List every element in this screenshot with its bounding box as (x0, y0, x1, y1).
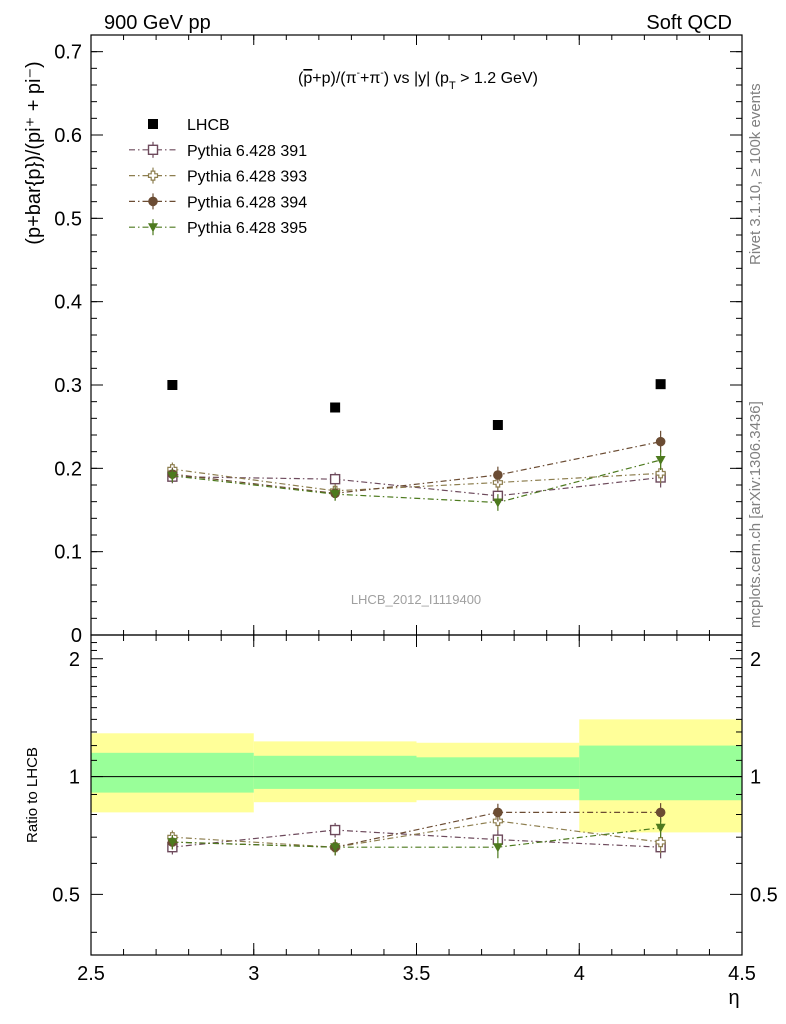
series-point (655, 468, 666, 479)
legend-marker (148, 119, 158, 129)
ratio-point (167, 838, 178, 848)
legend-marker (148, 196, 158, 207)
legend-marker (147, 144, 159, 156)
legend-marker (147, 170, 159, 181)
y-tick-label: 0.7 (54, 42, 82, 64)
series-point (330, 490, 341, 500)
y-tick-label: 0.1 (54, 542, 82, 564)
ratio-point (329, 824, 341, 836)
mcplots-label: mcplots.cern.ch [arXiv:1306.3436] (747, 401, 764, 628)
ratio-point (655, 807, 666, 818)
x-tick-label: 4.5 (728, 963, 756, 985)
ratio-band-green (91, 752, 254, 793)
legend-label: LHCB (187, 117, 230, 134)
series-point (329, 473, 341, 485)
x-tick-label: 2.5 (77, 963, 105, 985)
reference-point (167, 380, 178, 390)
series-point (167, 471, 178, 481)
ratio-tick-label-right: 2 (750, 649, 761, 671)
y-tick-label: 0.4 (54, 292, 82, 314)
ratio-series-line (172, 820, 661, 848)
ratio-tick-label-right: 0.5 (750, 884, 778, 906)
series-line (172, 476, 661, 497)
series-point (655, 456, 666, 465)
ratio-point (493, 807, 503, 818)
x-tick-label: 3.5 (403, 963, 431, 985)
legend-label: Pythia 6.428 395 (187, 220, 307, 237)
series-line (172, 441, 661, 494)
y-tick-label: 0 (71, 625, 82, 647)
ratio-tick-label: 0.5 (52, 884, 80, 906)
reference-point (655, 379, 666, 390)
ratio-series-line (172, 827, 661, 848)
plot-title: (p+p)/(π-+π-) vs |y| (pT > 1.2 GeV) (298, 68, 538, 92)
series-line (172, 468, 661, 492)
ratio-point (655, 823, 666, 833)
y-tick-label: 0.6 (54, 125, 82, 147)
reference-point (330, 402, 341, 413)
ratio-point (492, 843, 503, 853)
legend-marker (148, 223, 158, 233)
series-point (492, 498, 503, 508)
ratio-point (330, 843, 341, 853)
ratio-band-green (253, 755, 417, 789)
series-line (172, 459, 661, 504)
analysis-id: LHCB_2012_I1119400 (351, 592, 481, 607)
ratio-point (655, 837, 666, 848)
x-axis-title: η (728, 987, 739, 1009)
series-point (655, 436, 666, 447)
ratio-series-line (172, 829, 661, 848)
legend-label: Pythia 6.428 391 (187, 143, 307, 160)
ratio-tick-label: 2 (69, 649, 80, 671)
ratio-band-green (579, 745, 742, 801)
y-tick-label: 0.3 (54, 375, 82, 397)
y-tick-label: 0.2 (54, 458, 82, 480)
y-tick-label: 0.5 (54, 208, 82, 230)
reference-point (492, 420, 503, 430)
ratio-band-green (416, 757, 580, 789)
ratio-axis-title: Ratio to LHCB (24, 747, 41, 843)
x-tick-label: 4 (574, 963, 585, 985)
rivet-label: Rivet 3.1.10, ≥ 100k events (747, 83, 764, 265)
legend-label: Pythia 6.428 394 (187, 194, 307, 211)
legend-label: Pythia 6.428 393 (187, 169, 307, 186)
header-right: Soft QCD (646, 12, 732, 34)
y-axis-title: (p+bar{p})/(pi⁺ + pi⁻) (23, 61, 45, 244)
ratio-tick-label-right: 1 (750, 767, 761, 789)
series-point (493, 470, 503, 480)
header-left: 900 GeV pp (104, 12, 211, 34)
ratio-tick-label: 1 (69, 767, 80, 789)
x-tick-label: 3 (248, 963, 259, 985)
